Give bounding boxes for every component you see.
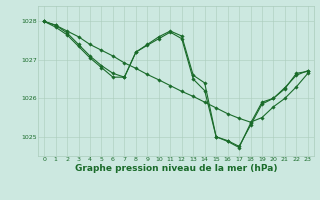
X-axis label: Graphe pression niveau de la mer (hPa): Graphe pression niveau de la mer (hPa) [75, 164, 277, 173]
